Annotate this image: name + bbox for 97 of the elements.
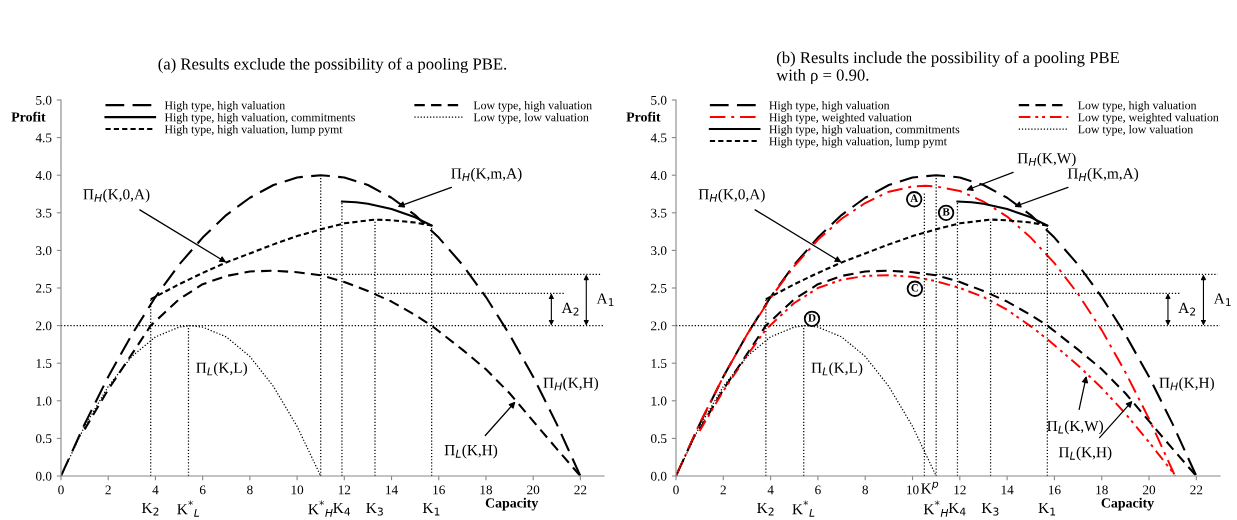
annotation: A$_{1}$ — [1213, 293, 1231, 307]
y-tick-label: 0.0 — [650, 471, 667, 481]
x-tick-label: 20 — [527, 485, 540, 495]
chart-title: (b) Results include the possibility of a pooling PBE with ρ = 0.90. — [776, 51, 1119, 85]
annotation: Π$_{H}$(K,m,A) — [1067, 167, 1139, 182]
y-tick-label: 1.0 — [651, 396, 667, 406]
y-tick-label: 2.5 — [651, 283, 667, 293]
legend-label: Low type, weighted valuation — [1078, 113, 1219, 124]
y-tick-label: 5.0 — [651, 95, 667, 105]
x-tick-label: 16 — [433, 485, 445, 495]
annotation: Π$_{L}$(K,W) — [1047, 420, 1104, 435]
x-tick-label: 10 — [907, 485, 919, 495]
x-tick-label: 12 — [338, 485, 351, 495]
x-tick-label: 14 — [386, 485, 398, 495]
x-axis-title: Capacity — [1101, 497, 1154, 511]
annotation: K$_{3}$ — [366, 502, 383, 516]
x-tick-label: 22 — [574, 485, 587, 495]
annotation: Π$_{H}$(K,H) — [543, 377, 599, 392]
y-tick-label: 4.0 — [35, 171, 52, 180]
x-tick-label: 22 — [1190, 485, 1203, 495]
annotation: Π$_{L}$(K,H) — [1058, 446, 1112, 461]
y-tick-label: 0.5 — [35, 434, 52, 444]
x-tick-label: 4 — [767, 485, 774, 495]
legend-label: Low type, high valuation — [1078, 101, 1197, 112]
x-tick-label: 20 — [1143, 485, 1156, 495]
annotation: K$^{*}$$_{L}$ — [177, 500, 200, 517]
y-tick-label: 4.0 — [650, 171, 667, 180]
x-tick-label: 4 — [152, 485, 159, 495]
x-tick-label: 0 — [58, 485, 64, 495]
annotation: K$^{*}$$_{H}$ — [923, 500, 949, 517]
x-axis-title: Capacity — [485, 497, 539, 511]
legend-label: Low type, low valuation — [473, 113, 589, 124]
legend-label: High type, high valuation, lump pymt — [164, 125, 343, 136]
annotation: K$^{p}$ — [921, 481, 939, 494]
x-tick-label: 18 — [1096, 485, 1108, 495]
annotation: K$_{4}$ — [948, 502, 966, 516]
annotation: B — [942, 208, 950, 216]
y-axis-title: Profit — [626, 111, 661, 122]
annotation: C — [911, 284, 919, 292]
x-tick-label: 0 — [673, 485, 679, 495]
legend-label: High type, high valuation — [164, 101, 285, 112]
annotation: A — [910, 194, 919, 202]
y-tick-label: 4.5 — [35, 133, 52, 143]
x-tick-label: 18 — [480, 485, 493, 495]
y-axis-title: Profit — [11, 111, 46, 122]
legend-label: High type, high valuation, commitments — [769, 125, 960, 136]
y-tick-label: 1.0 — [36, 396, 52, 406]
annotation: Π$_{H}$(K,W) — [1017, 152, 1076, 167]
annotation: A$_{2}$ — [1178, 302, 1196, 316]
x-tick-label: 2 — [105, 485, 111, 495]
y-tick-label: 3.0 — [651, 246, 667, 256]
annotation: A$_{2}$ — [561, 302, 579, 316]
y-tick-label: 1.5 — [651, 359, 667, 368]
y-tick-label: 2.0 — [36, 321, 52, 331]
legend-label: High type, high valuation, commitments — [164, 113, 355, 124]
annotation: K$_{1}$ — [422, 502, 440, 516]
annotation: Π$_{L}$(K,L) — [196, 362, 247, 377]
y-tick-label: 5.0 — [36, 95, 52, 105]
x-tick-label: 10 — [291, 485, 304, 495]
x-tick-label: 2 — [720, 485, 726, 495]
annotation: Π$_{H}$(K,H) — [1159, 377, 1214, 392]
y-tick-label: 1.5 — [36, 359, 52, 368]
annotation: K$_{2}$ — [141, 502, 159, 516]
annotation: Π$_{L}$(K,L) — [811, 362, 863, 377]
legend-label: High type, high valuation — [769, 101, 890, 112]
annotation: K$^{*}$$_{H}$ — [308, 500, 333, 517]
y-tick-label: 3.5 — [651, 208, 667, 218]
x-tick-label: 6 — [199, 485, 206, 495]
y-tick-label: 3.0 — [36, 246, 52, 256]
annotation: D — [808, 314, 816, 322]
legend-label: Low type, low valuation — [1078, 125, 1194, 136]
x-tick-label: 14 — [1001, 485, 1014, 495]
x-tick-label: 6 — [815, 485, 821, 495]
y-tick-label: 4.5 — [650, 133, 667, 143]
y-tick-label: 2.5 — [36, 283, 52, 293]
annotation: K$^{*}$$_{L}$ — [792, 500, 815, 517]
y-tick-label: 3.5 — [36, 208, 52, 218]
annotation: K$_{2}$ — [757, 502, 774, 516]
annotation: Π$_{H}$(K,0,A) — [698, 188, 765, 203]
annotation: K$_{1}$ — [1038, 502, 1056, 516]
annotation: A$_{1}$ — [596, 293, 614, 307]
x-tick-label: 8 — [247, 485, 253, 495]
x-tick-label: 8 — [862, 485, 869, 495]
annotation: Π$_{H}$(K,0,A) — [83, 188, 150, 203]
legend-label: Low type, high valuation — [473, 101, 592, 112]
y-tick-label: 0.0 — [35, 471, 52, 481]
x-tick-label: 16 — [1049, 485, 1061, 495]
y-tick-label: 0.5 — [650, 434, 667, 444]
legend-label: High type, high valuation, lump pymt — [769, 137, 947, 148]
annotation: Π$_{L}$(K,H) — [444, 444, 498, 459]
annotation: Π$_{H}$(K,m,A) — [451, 167, 522, 182]
legend-label: High type, weighted valuation — [769, 113, 912, 124]
chart-title: (a) Results exclude the possibility of a pooling PBE. — [158, 57, 507, 74]
y-tick-label: 2.0 — [651, 321, 667, 331]
annotation: K$_{4}$ — [333, 502, 351, 516]
x-tick-label: 12 — [954, 485, 966, 495]
annotation: K$_{3}$ — [981, 502, 999, 516]
